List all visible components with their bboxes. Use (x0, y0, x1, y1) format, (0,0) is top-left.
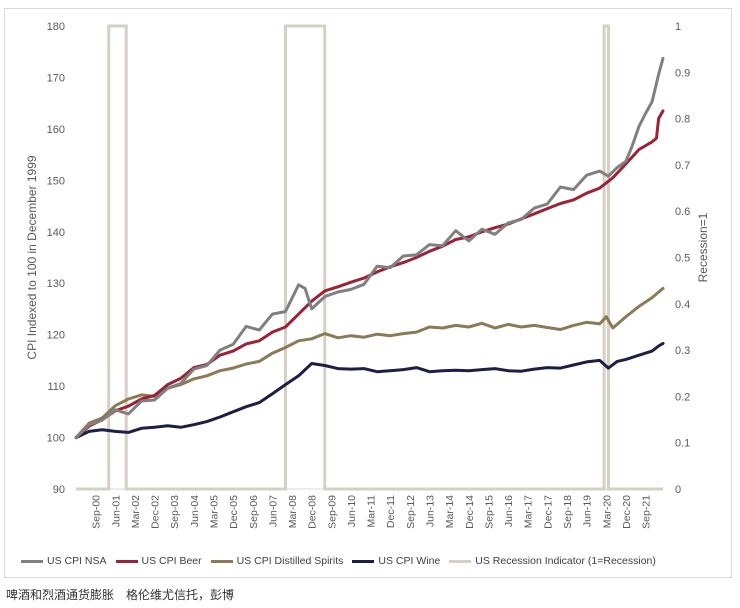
x-tick-label: Sep-12 (405, 495, 417, 529)
legend-item-recession: US Recession Indicator (1=Recession) (449, 555, 656, 567)
x-tick-label: Sep-15 (483, 495, 495, 529)
figure-caption: 啤酒和烈酒通货膨胀 格伦维尤信托，彭博 (6, 588, 235, 602)
series-line-wine (74, 341, 665, 440)
y-tick-label: 130 (47, 278, 65, 290)
legend-item-spirits: US CPI Distilled Spirits (210, 555, 344, 567)
legend-swatch (449, 559, 472, 563)
series-line-recession (76, 24, 663, 491)
legend-swatch (210, 559, 233, 563)
y-tick-label: 120 (47, 330, 65, 342)
y-tick-label: 150 (47, 175, 65, 187)
y2-tick-label: 0.5 (675, 253, 690, 265)
y-tick-label: 140 (47, 227, 65, 239)
x-tick-label: Jun-13 (425, 495, 437, 527)
x-tick-label: Sep-06 (248, 495, 260, 529)
x-tick-label: Sep-03 (169, 495, 181, 529)
legend-swatch (21, 559, 43, 563)
x-tick-label: Dec-08 (307, 495, 319, 529)
y-axis-title: CPI Indexed to 100 in December 1999 (25, 155, 39, 359)
y-tick-label: 180 (47, 21, 65, 33)
y-tick-label: 90 (53, 484, 65, 496)
x-tick-label: Dec-11 (385, 495, 397, 528)
x-tick-label: Jun-07 (267, 495, 279, 527)
x-tick-label: Mar-20 (601, 495, 613, 528)
y2-tick-label: 0.7 (675, 160, 690, 172)
y2-tick-label: 0.2 (675, 391, 690, 403)
series-line-nsa (74, 56, 665, 440)
x-tick-label: Jun-04 (189, 495, 201, 527)
chart-frame: 90 100 110 120 130 140 150 160 170 180 0 0.1 0.2 0.3 0… (4, 8, 732, 578)
x-tick-label: Jun-19 (582, 495, 594, 527)
line-chart: 90 100 110 120 130 140 150 160 170 180 0 0.1 0.2 0.3 0… (25, 21, 710, 529)
y2-tick-label: 0.8 (675, 114, 690, 126)
x-tick-label: Dec-17 (542, 495, 554, 529)
x-tick-label: Jun-01 (110, 495, 122, 527)
x-tick-label: Mar-14 (444, 495, 456, 528)
legend-label: US Recession Indicator (1=Recession) (475, 555, 656, 567)
legend-swatch (352, 559, 375, 563)
x-tick-label: Sep-18 (562, 495, 574, 529)
y-tick-label: 160 (47, 124, 65, 136)
x-tick-label: Dec-02 (150, 495, 162, 529)
y2-tick-label: 0 (675, 484, 681, 496)
x-tick-label: Dec-05 (228, 495, 240, 529)
x-tick-label: Mar-11 (366, 495, 378, 528)
y2-tick-label: 0.4 (675, 299, 690, 311)
legend-item-nsa: US CPI NSA (21, 555, 107, 567)
y2-tick-label: 0.1 (675, 438, 690, 450)
x-tick-label: Mar-02 (130, 495, 142, 528)
legend-label: US CPI Wine (378, 555, 441, 567)
x-tick-label: Sep-00 (91, 495, 103, 529)
y2-tick-label: 0.3 (675, 345, 690, 357)
y-tick-label: 100 (47, 433, 65, 445)
x-tick-label: Mar-17 (523, 495, 535, 528)
legend-label: US CPI Beer (141, 555, 202, 567)
series-line-spirits (74, 286, 665, 440)
y-tick-label: 170 (47, 72, 65, 84)
legend-label: US CPI NSA (47, 555, 107, 567)
x-tick-label: Mar-05 (208, 495, 220, 528)
y2-tick-label: 0.6 (675, 206, 690, 218)
y2-tick-label: 1 (675, 21, 681, 33)
legend-item-wine: US CPI Wine (352, 555, 440, 567)
x-tick-label: Mar-08 (287, 495, 299, 528)
x-tick-label: Dec-14 (464, 495, 476, 529)
series-line-beer (74, 109, 665, 440)
legend-swatch (115, 559, 138, 563)
x-tick-label: Sep-21 (641, 495, 653, 529)
x-tick-label: Jun-10 (346, 495, 358, 527)
x-tick-label: Jun-16 (503, 495, 515, 527)
x-tick-label: Sep-09 (326, 495, 338, 529)
legend-label: US CPI Distilled Spirits (236, 555, 344, 567)
y2-axis-title: Recession=1 (696, 212, 710, 282)
legend-item-beer: US CPI Beer (115, 555, 202, 567)
x-tick-label: Dec-20 (621, 495, 633, 529)
y2-tick-label: 0.9 (675, 67, 690, 79)
y-tick-label: 110 (47, 381, 65, 393)
chart-legend: US CPI NSA US CPI Beer US CPI Distilled Sp… (21, 555, 665, 567)
